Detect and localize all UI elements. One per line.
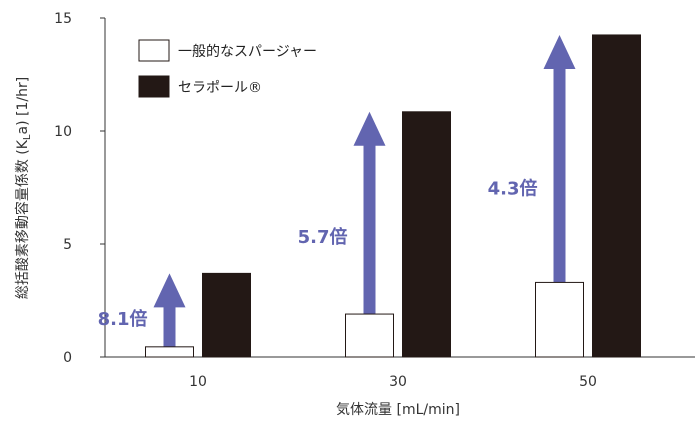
bar-sparger	[345, 313, 394, 358]
bar-cerapore	[402, 111, 451, 358]
y-axis-title: 総括酸素移動容量係数 (KLa) [1/hr]	[14, 77, 33, 299]
y-tick-label: 15	[54, 11, 72, 27]
x-tick-label: 50	[579, 374, 597, 390]
bar-cerapore	[592, 34, 641, 358]
x-tick-layer: 10 30 50	[189, 374, 597, 390]
ratio-label: 4.3倍	[488, 177, 538, 199]
legend-label-cerapore: セラポール®	[178, 80, 262, 96]
y-axis-title-subscript: L	[22, 134, 33, 140]
x-axis-title: 気体流量 [mL/min]	[336, 402, 460, 418]
bar-sparger	[145, 346, 194, 358]
x-tick-label: 30	[389, 374, 407, 390]
y-tick-layer: 0 5 10 15	[54, 11, 105, 366]
legend-swatch-cerapore	[138, 75, 170, 98]
ratio-label: 8.1倍	[98, 308, 148, 330]
y-tick-label: 0	[63, 350, 72, 366]
ratio-arrow	[543, 34, 576, 283]
ratio-arrow	[153, 273, 186, 347]
y-axis-title-main: 総括酸素移動容量係数 (K	[14, 139, 31, 299]
y-tick-label: 5	[63, 237, 72, 253]
legend-swatch-sparger	[138, 39, 170, 62]
legend: 一般的なスパージャー セラポール®	[138, 39, 317, 98]
bar-layer	[145, 34, 641, 358]
y-tick-label: 10	[54, 124, 72, 140]
bar-sparger	[535, 281, 584, 358]
ratio-label-layer: 8.1倍 5.7倍 4.3倍	[98, 177, 538, 330]
y-axis-title-tail: a) [1/hr]	[15, 77, 31, 135]
ratio-arrow	[353, 111, 386, 315]
ratio-label: 5.7倍	[298, 226, 348, 248]
bar-cerapore	[202, 272, 251, 358]
legend-label-sparger: 一般的なスパージャー	[178, 44, 317, 60]
x-tick-label: 10	[189, 374, 207, 390]
arrow-layer	[153, 34, 576, 347]
